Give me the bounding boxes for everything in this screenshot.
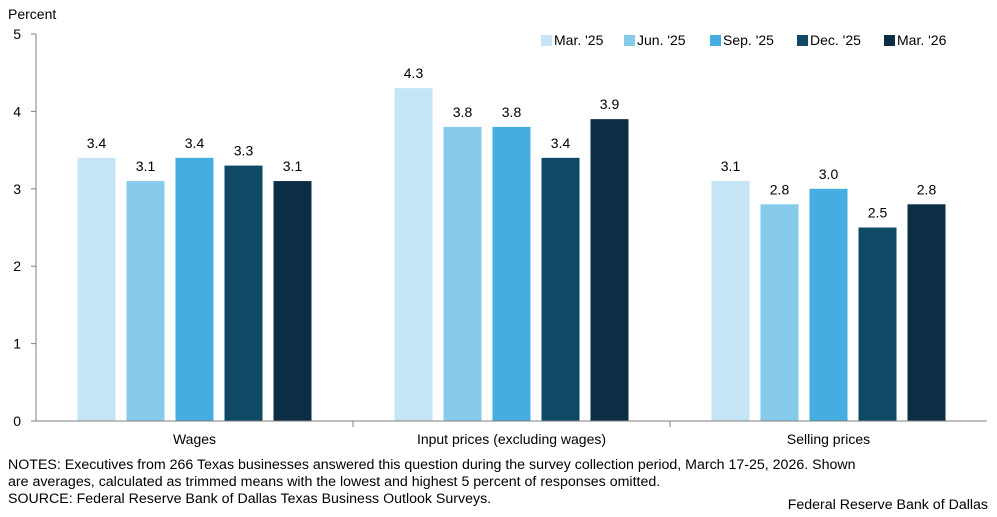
bar-value-label: 3.1: [721, 158, 741, 174]
bar-value-label: 3.8: [502, 104, 522, 120]
bar: [126, 181, 165, 421]
y-tick-label: 3: [13, 181, 21, 197]
bar-value-label: 3.3: [234, 143, 254, 159]
bar-value-label: 3.8: [453, 104, 473, 120]
bar: [224, 165, 263, 421]
bar: [541, 157, 580, 421]
bar-value-label: 3.1: [136, 158, 156, 174]
bar-value-label: 2.8: [770, 181, 790, 197]
legend-label: Mar. '25: [554, 32, 604, 48]
x-tick-label: Input prices (excluding wages): [417, 431, 606, 447]
legend-swatch: [797, 35, 808, 46]
bar: [907, 204, 946, 421]
notes-block: NOTES: Executives from 266 Texas busines…: [8, 457, 993, 508]
bar-value-label: 2.5: [868, 205, 888, 221]
bar: [858, 227, 897, 421]
legend-label: Dec. '25: [810, 32, 861, 48]
bar: [711, 181, 750, 421]
bar-value-label: 4.3: [404, 65, 424, 81]
bar: [590, 119, 629, 421]
y-axis-title: Percent: [8, 6, 56, 22]
bar: [394, 88, 433, 422]
y-axis: 0 1 2 3 4 5: [13, 26, 37, 429]
bar-value-label: 2.8: [917, 181, 937, 197]
bar: [492, 126, 531, 421]
bar: [443, 126, 482, 421]
bar-value-label: 3.1: [283, 158, 303, 174]
bar-value-label: 3.4: [551, 135, 571, 151]
legend: Mar. '25 Jun. '25 Sep. '25 Dec. '25 Mar. '26: [541, 32, 947, 48]
legend-swatch: [541, 35, 552, 46]
bar: [175, 157, 214, 421]
bar: [760, 204, 799, 421]
y-tick-label: 1: [13, 336, 21, 352]
y-tick-label: 5: [13, 26, 21, 42]
bar-series: [77, 88, 946, 422]
y-tick-label: 4: [13, 103, 21, 119]
notes-line-1: NOTES: Executives from 266 Texas busines…: [8, 457, 856, 473]
legend-label: Sep. '25: [723, 32, 774, 48]
legend-swatch: [624, 35, 635, 46]
bar-value-label: 3.4: [185, 135, 205, 151]
x-tick-label: Wages: [173, 431, 216, 447]
bar: [809, 188, 848, 421]
legend-label: Mar. '26: [897, 32, 947, 48]
bar: [77, 157, 116, 421]
legend-swatch: [884, 35, 895, 46]
brand-credit: Federal Reserve Bank of Dallas: [787, 497, 988, 513]
bar-value-label: 3.9: [600, 96, 620, 112]
data-labels: 3.4 3.1 3.4 3.3 3.1 4.3 3.8 3.8 3.4 3.9 3.1 2.8 3.0 2…: [87, 65, 937, 220]
y-tick-label: 2: [13, 258, 21, 274]
notes-line-2: are averages, calculated as trimmed mean…: [8, 474, 661, 490]
source-line: SOURCE: Federal Reserve Bank of Dallas T…: [8, 491, 492, 507]
legend-label: Jun. '25: [637, 32, 686, 48]
legend-swatch: [710, 35, 721, 46]
bar-value-label: 3.4: [87, 135, 107, 151]
bar-value-label: 3.0: [819, 166, 839, 182]
bar: [273, 181, 312, 421]
y-tick-label: 0: [13, 413, 21, 429]
x-axis: Wages Input prices (excluding wages) Selli…: [36, 420, 987, 447]
x-tick-label: Selling prices: [787, 431, 870, 447]
